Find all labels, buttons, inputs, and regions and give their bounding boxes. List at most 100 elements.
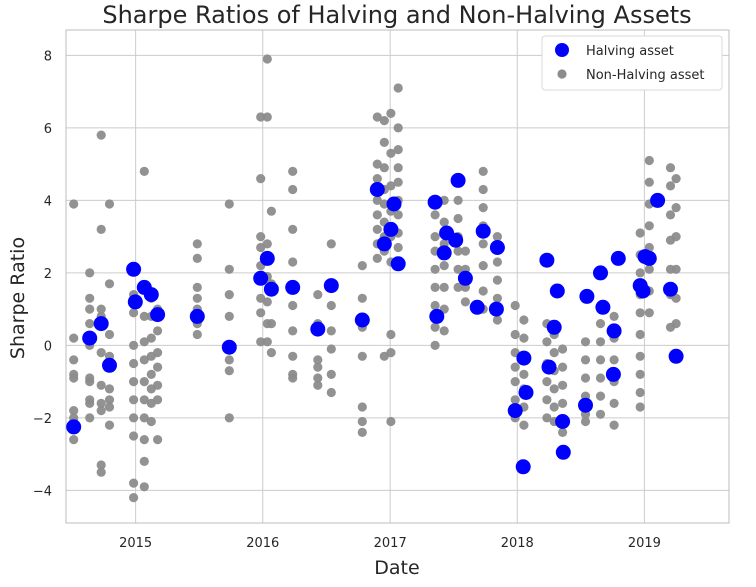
non-halving-point [288, 351, 298, 361]
non-halving-point [595, 373, 606, 383]
non-halving-point [139, 355, 149, 365]
non-halving-point [85, 319, 95, 329]
halving-point [546, 319, 562, 335]
halving-point [285, 279, 301, 295]
non-halving-point [326, 387, 336, 398]
non-halving-point [357, 351, 367, 361]
halving-point [595, 299, 611, 315]
non-halving-point [256, 174, 266, 184]
non-halving-point [288, 166, 298, 176]
non-halving-point [635, 402, 645, 412]
non-halving-point [146, 333, 156, 343]
non-halving-point [326, 239, 336, 249]
halving-point [668, 348, 684, 364]
non-halving-point [372, 210, 382, 220]
non-halving-point [104, 329, 115, 340]
non-halving-point [256, 308, 266, 318]
non-halving-point [96, 348, 106, 358]
non-halving-point [326, 300, 336, 311]
non-halving-point [372, 112, 382, 122]
halving-point [606, 323, 622, 339]
halving-point [189, 308, 205, 324]
non-halving-point [104, 395, 115, 405]
non-halving-point [129, 413, 139, 423]
halving-point [457, 270, 473, 286]
non-halving-point [386, 181, 396, 191]
non-halving-point [542, 395, 552, 405]
non-halving-point [266, 206, 276, 216]
y-tick-label: 6 [44, 122, 52, 137]
non-halving-point [262, 297, 272, 307]
non-halving-point [665, 181, 676, 191]
non-halving-point [129, 377, 139, 387]
non-halving-point [430, 232, 440, 242]
halving-point [539, 252, 555, 268]
non-halving-point [609, 420, 619, 430]
non-halving-point [492, 293, 502, 303]
halving-point [429, 308, 445, 324]
halving-point [82, 330, 98, 346]
non-halving-point [492, 232, 502, 242]
non-halving-point [69, 435, 79, 445]
non-halving-point [430, 340, 440, 350]
non-halving-point [96, 398, 106, 408]
non-halving-point [460, 297, 470, 307]
legend-marker-halving [555, 43, 569, 57]
non-halving-point [439, 217, 449, 227]
non-halving-point [96, 380, 106, 390]
halving-point [390, 256, 406, 272]
non-halving-point [510, 395, 520, 405]
non-halving-point [671, 293, 681, 303]
non-halving-point [510, 377, 520, 387]
non-halving-point [129, 493, 139, 503]
non-halving-point [96, 224, 106, 234]
y-tick-label: 2 [44, 267, 52, 282]
non-halving-point [372, 195, 382, 205]
non-halving-point [224, 290, 234, 300]
non-halving-point [192, 282, 202, 292]
halving-point [376, 236, 392, 252]
halving-point [610, 250, 626, 266]
halving-point [66, 419, 82, 435]
non-halving-point [326, 344, 336, 354]
non-halving-point [386, 108, 396, 118]
non-halving-point [558, 344, 568, 354]
non-halving-point [430, 210, 440, 220]
y-tick-label: −2 [33, 412, 52, 427]
halving-point [126, 261, 142, 277]
non-halving-point [262, 112, 272, 122]
non-halving-point [69, 406, 79, 416]
non-halving-point [288, 300, 298, 311]
non-halving-point [139, 456, 149, 466]
non-halving-point [430, 322, 440, 332]
x-tick-label: 2019 [628, 536, 661, 551]
non-halving-point [153, 326, 163, 336]
non-halving-point [595, 391, 606, 401]
non-halving-point [671, 319, 681, 329]
non-halving-point [379, 199, 389, 209]
non-halving-point [386, 148, 396, 158]
non-halving-point [580, 337, 591, 347]
non-halving-point [386, 348, 396, 358]
non-halving-point [372, 174, 382, 184]
non-halving-point [139, 482, 149, 492]
tick-labels: 8 6 4 2 0 −2 −4 2015 2016 2017 2018 2019 [33, 49, 661, 551]
series-halving-asset [66, 172, 684, 475]
halving-point [488, 301, 504, 317]
non-halving-point [453, 213, 463, 224]
x-axis-label: Date [374, 557, 419, 579]
halving-point [489, 240, 505, 255]
halving-point [593, 265, 608, 281]
non-halving-point [256, 112, 266, 122]
non-halving-point [453, 264, 463, 274]
non-halving-point [139, 311, 149, 321]
halving-point [450, 172, 466, 188]
non-halving-point [542, 337, 552, 347]
non-halving-point [430, 264, 440, 274]
non-halving-point [580, 355, 591, 365]
non-halving-point [595, 409, 606, 419]
non-halving-point [635, 387, 645, 398]
non-halving-point [439, 326, 449, 336]
non-halving-point [85, 268, 95, 278]
non-halving-point [644, 264, 654, 274]
